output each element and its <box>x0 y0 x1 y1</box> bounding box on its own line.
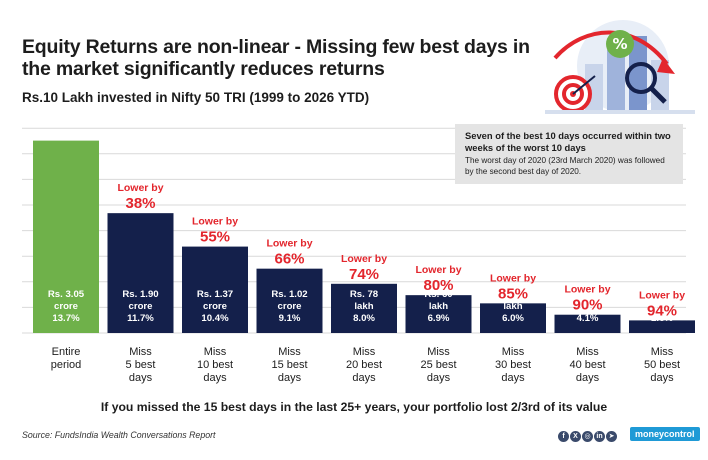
lower-by-caption: Lower by <box>192 216 238 228</box>
lower-by-value: 90% <box>572 297 602 314</box>
x-tick-label: Miss <box>427 346 450 358</box>
x-tick-label: 5 best <box>126 359 156 371</box>
bar-value-label: Rs. 60 <box>424 289 452 300</box>
chart-subtitle: Rs.10 Lakh invested in Nifty 50 TRI (199… <box>22 90 370 105</box>
x-tick-label: Miss <box>129 346 152 358</box>
lower-by-caption: Lower by <box>415 264 461 276</box>
telegram-icon[interactable]: ➤ <box>606 431 617 443</box>
bar-value-label: crore <box>203 301 227 312</box>
x-tick-label: Miss <box>278 346 301 358</box>
bar-value-label: lakh <box>652 301 671 312</box>
chart-title: Equity Returns are non-linear - Missing … <box>22 36 530 80</box>
x-tick-label: 20 best <box>346 359 382 371</box>
x-tick-label: days <box>352 372 376 384</box>
bars <box>33 140 695 333</box>
lower-by-value: 55% <box>200 229 230 246</box>
bar <box>629 320 695 333</box>
footer-caption: If you missed the 15 best days in the la… <box>100 400 608 414</box>
x-tick-label: days <box>278 372 302 384</box>
lower-by-caption: Lower by <box>341 253 387 265</box>
bar-value-label: 10.4% <box>201 313 229 324</box>
lower-by-value: 85% <box>498 285 528 302</box>
x-tick-label: Entire <box>52 346 81 358</box>
bar-value-label: lakh <box>578 301 597 312</box>
bar-value-label: lakh <box>503 301 522 312</box>
bar-value-label: 8.0% <box>353 313 375 324</box>
x-tick-label: Miss <box>502 346 525 358</box>
bar-value-label: 6.0% <box>502 313 524 324</box>
bar <box>480 303 546 333</box>
x-tick-label: 40 best <box>569 359 605 371</box>
x-tick-label: days <box>203 372 227 384</box>
bar-value-label: 2.6% <box>651 313 673 324</box>
lower-by-value: 38% <box>125 195 155 212</box>
bar <box>33 140 99 333</box>
source-text: Source: FundsIndia Wealth Conversations … <box>22 430 216 440</box>
x-tick-label: period <box>51 359 82 371</box>
linkedin-icon[interactable]: in <box>594 431 605 443</box>
x-tick-label: days <box>650 372 674 384</box>
bar <box>107 213 174 333</box>
x-tick-label: Miss <box>576 346 599 358</box>
note-heading: Seven of the best 10 days occurred withi… <box>465 130 671 153</box>
x-tick-label: days <box>129 372 153 384</box>
note-body: The worst day of 2020 (23rd March 2020) … <box>465 156 665 176</box>
x-tick-label: 10 best <box>197 359 233 371</box>
bar-value-label: 11.7% <box>127 313 154 324</box>
brand-logo[interactable]: moneycontrol <box>630 427 700 441</box>
bar-value-label: Rs. 1.37 <box>197 289 233 300</box>
bar-value-label: 6.9% <box>428 313 450 324</box>
bar-value-label: Rs. 78 <box>350 289 379 300</box>
info-note: Seven of the best 10 days occurred withi… <box>455 124 683 184</box>
lower-by-caption: Lower by <box>490 272 536 284</box>
bar-value-label: 9.1% <box>279 313 301 324</box>
svg-text:%: % <box>612 35 627 53</box>
bar <box>256 268 323 333</box>
lower-by-value: 74% <box>349 266 379 283</box>
lower-by-value: 66% <box>274 251 304 268</box>
x-tick-label: Miss <box>204 346 227 358</box>
lower-by-value: 80% <box>423 277 453 294</box>
x-tick-label: Miss <box>651 346 674 358</box>
x-tick-label: 50 best <box>644 359 680 371</box>
bar <box>182 246 248 333</box>
x-tick-label: 30 best <box>495 359 531 371</box>
bar-value-label: crore <box>54 301 78 312</box>
x-tick-label: days <box>427 372 451 384</box>
bar-value-label: lakh <box>354 301 373 312</box>
bar <box>405 295 472 333</box>
instagram-icon[interactable]: ◎ <box>582 431 593 443</box>
x-tick-label: 15 best <box>271 359 307 371</box>
lower-by-caption: Lower by <box>639 289 685 301</box>
bar-value-label: Rs. 20 <box>648 289 676 300</box>
facebook-icon[interactable]: f <box>558 431 569 443</box>
bar-value-label: Rs. 47 <box>499 289 527 300</box>
finance-illustration-icon: % <box>545 20 695 114</box>
x-tick-label: 25 best <box>420 359 456 371</box>
bar-value-label: crore <box>278 301 302 312</box>
bar-value-label: crore <box>129 301 153 312</box>
bar-value-label: 4.1% <box>577 313 599 324</box>
bar <box>554 314 621 333</box>
bar-value-label: Rs. 1.02 <box>271 289 307 300</box>
x-tick-label: days <box>501 372 525 384</box>
bar-value-label: lakh <box>429 301 448 312</box>
bar-value-label: 13.7% <box>52 313 80 324</box>
lower-by-caption: Lower by <box>564 284 610 296</box>
lower-by-caption: Lower by <box>117 182 163 194</box>
x-tick-label: Miss <box>353 346 376 358</box>
bar <box>331 283 397 333</box>
x-tick-label: days <box>576 372 600 384</box>
social-icons: f X ◎ in ➤ <box>558 428 618 443</box>
lower-by-value: 94% <box>647 302 677 319</box>
x-icon[interactable]: X <box>570 431 581 443</box>
bar-value-label: Rs. 1.90 <box>122 289 158 300</box>
bar-value-label: Rs. 3.05 <box>48 289 85 300</box>
bar-value-label: Rs. 29 <box>573 289 601 300</box>
lower-by-caption: Lower by <box>266 238 312 250</box>
